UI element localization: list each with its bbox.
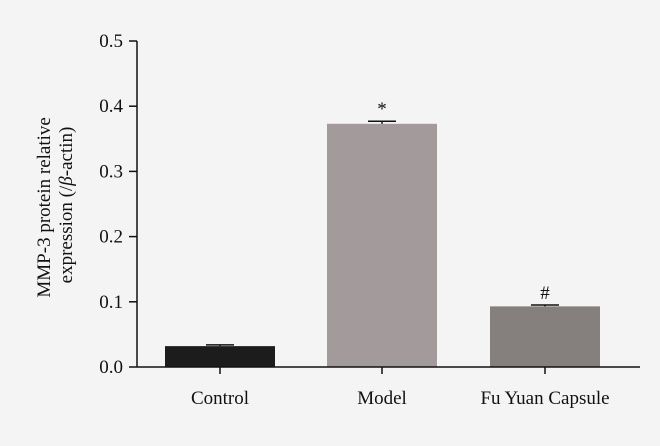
significance-marker: #: [540, 283, 550, 304]
x-tick-label: Fu Yuan Capsule: [480, 388, 609, 409]
y-axis-label-line1: MMP-3 protein relative: [34, 117, 55, 297]
y-tick-label: 0.2: [99, 227, 123, 248]
significance-marker: *: [377, 99, 387, 120]
y-axis-label-beta: β: [56, 176, 77, 187]
y-axis-label: MMP-3 protein relative expression (/β-ac…: [34, 112, 77, 297]
y-tick-label: 0.1: [99, 292, 123, 313]
y-tick-label: 0.5: [99, 31, 123, 52]
plot-area: Control * Model # Fu Yuan Capsule 0.0 0.1 0.2 0.…: [99, 31, 640, 409]
bar-fu-yuan-capsule: [490, 306, 600, 367]
y-axis-label-suffix: -actin): [56, 127, 77, 177]
bar-model: [327, 123, 437, 367]
y-axis-label-line2: expression (/β-actin): [56, 127, 77, 284]
x-tick-label: Control: [191, 388, 249, 409]
bar-control: [165, 346, 275, 367]
y-tick-label: 0.4: [99, 96, 123, 117]
x-tick-label: Model: [357, 388, 407, 409]
y-tick-label: 0.3: [99, 161, 123, 182]
y-tick-label: 0.0: [99, 357, 123, 378]
y-axis-label-prefix: expression (/: [56, 185, 77, 283]
